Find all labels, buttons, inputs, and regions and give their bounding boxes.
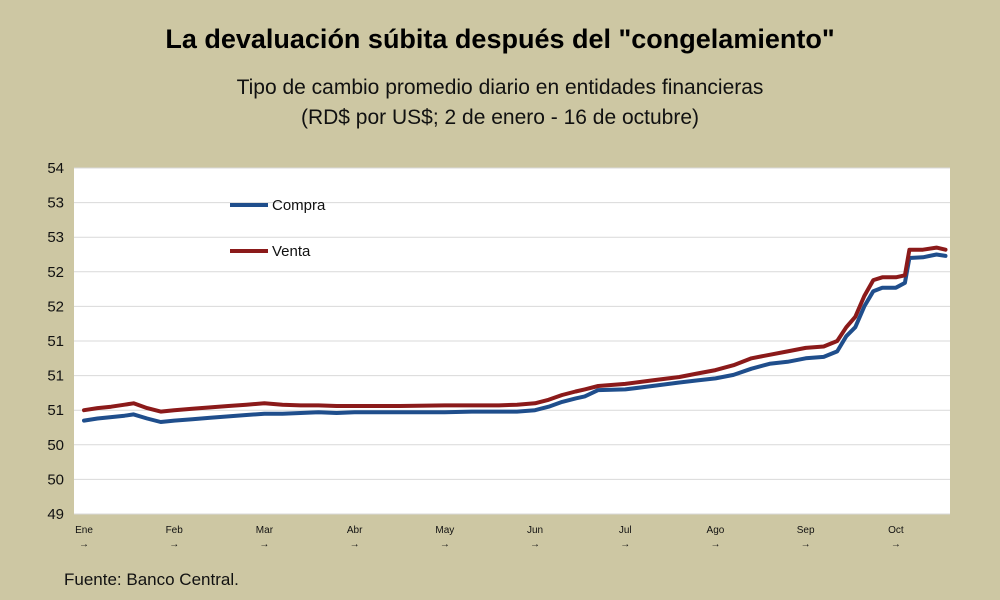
x-tick-label: Oct	[888, 525, 904, 536]
y-tick-label: 50	[47, 471, 64, 488]
chart-subtitle-line1: Tipo de cambio promedio diario en entida…	[236, 76, 764, 99]
y-tick-label: 52	[47, 298, 64, 315]
y-tick-label: 51	[47, 402, 64, 419]
x-tick-arrow: →	[620, 539, 630, 550]
grid-lines	[74, 167, 950, 515]
x-tick-arrow: →	[169, 539, 179, 550]
y-tick-label: 51	[47, 368, 64, 385]
series-lines	[82, 245, 948, 424]
x-tick-label: Sep	[797, 525, 815, 536]
x-tick-label: Ene	[75, 525, 93, 536]
y-tick-label: 51	[47, 333, 64, 350]
series-line-venta	[82, 245, 948, 414]
x-tick-label: Abr	[347, 525, 363, 536]
x-tick-arrow: →	[530, 539, 540, 550]
series-line-compra	[82, 252, 948, 424]
legend: Compra Venta	[230, 197, 326, 260]
legend-label-venta: Venta	[272, 243, 311, 260]
x-tick-label: Mar	[256, 525, 274, 536]
x-tick-arrow: →	[79, 539, 89, 550]
exchange-rate-chart: 49 50 50 51 51 51 52 52 53 53 54 Ene → Feb → Mar → Abr → M…	[47, 160, 950, 550]
x-tick-arrow: →	[801, 539, 811, 550]
chart-title: La devaluación súbita después del "conge…	[165, 24, 835, 54]
x-tick-label: May	[435, 525, 454, 536]
y-tick-label: 52	[47, 264, 64, 281]
x-tick-label: Jun	[527, 525, 543, 536]
y-tick-label: 53	[47, 195, 64, 212]
chart-subtitle-line2: (RD$ por US$; 2 de enero - 16 de octubre…	[300, 106, 700, 129]
source-note: Fuente: Banco Central.	[64, 570, 239, 589]
x-tick-arrow: →	[259, 539, 269, 550]
legend-label-compra: Compra	[272, 197, 326, 214]
x-axis-ticks: Ene → Feb → Mar → Abr → May → Jun → Jul → Ago → Sep → Oct →	[75, 525, 904, 550]
y-axis-ticks: 49 50 50 51 51 51 52 52 53 53 54	[47, 160, 64, 523]
y-tick-label: 50	[47, 437, 64, 454]
x-tick-arrow: →	[891, 539, 901, 550]
x-tick-label: Feb	[166, 525, 184, 536]
x-tick-label: Ago	[707, 525, 725, 536]
x-tick-arrow: →	[350, 539, 360, 550]
x-tick-arrow: →	[710, 539, 720, 550]
x-tick-arrow: →	[440, 539, 450, 550]
y-tick-label: 53	[47, 229, 64, 246]
x-tick-label: Jul	[619, 525, 632, 536]
y-tick-label: 49	[47, 506, 64, 523]
y-tick-label: 54	[47, 160, 64, 177]
